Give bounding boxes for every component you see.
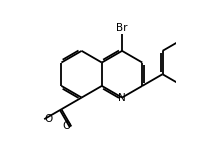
- Text: N: N: [118, 93, 126, 103]
- Text: Br: Br: [116, 23, 128, 33]
- Text: O: O: [62, 122, 70, 131]
- Text: O: O: [45, 114, 53, 124]
